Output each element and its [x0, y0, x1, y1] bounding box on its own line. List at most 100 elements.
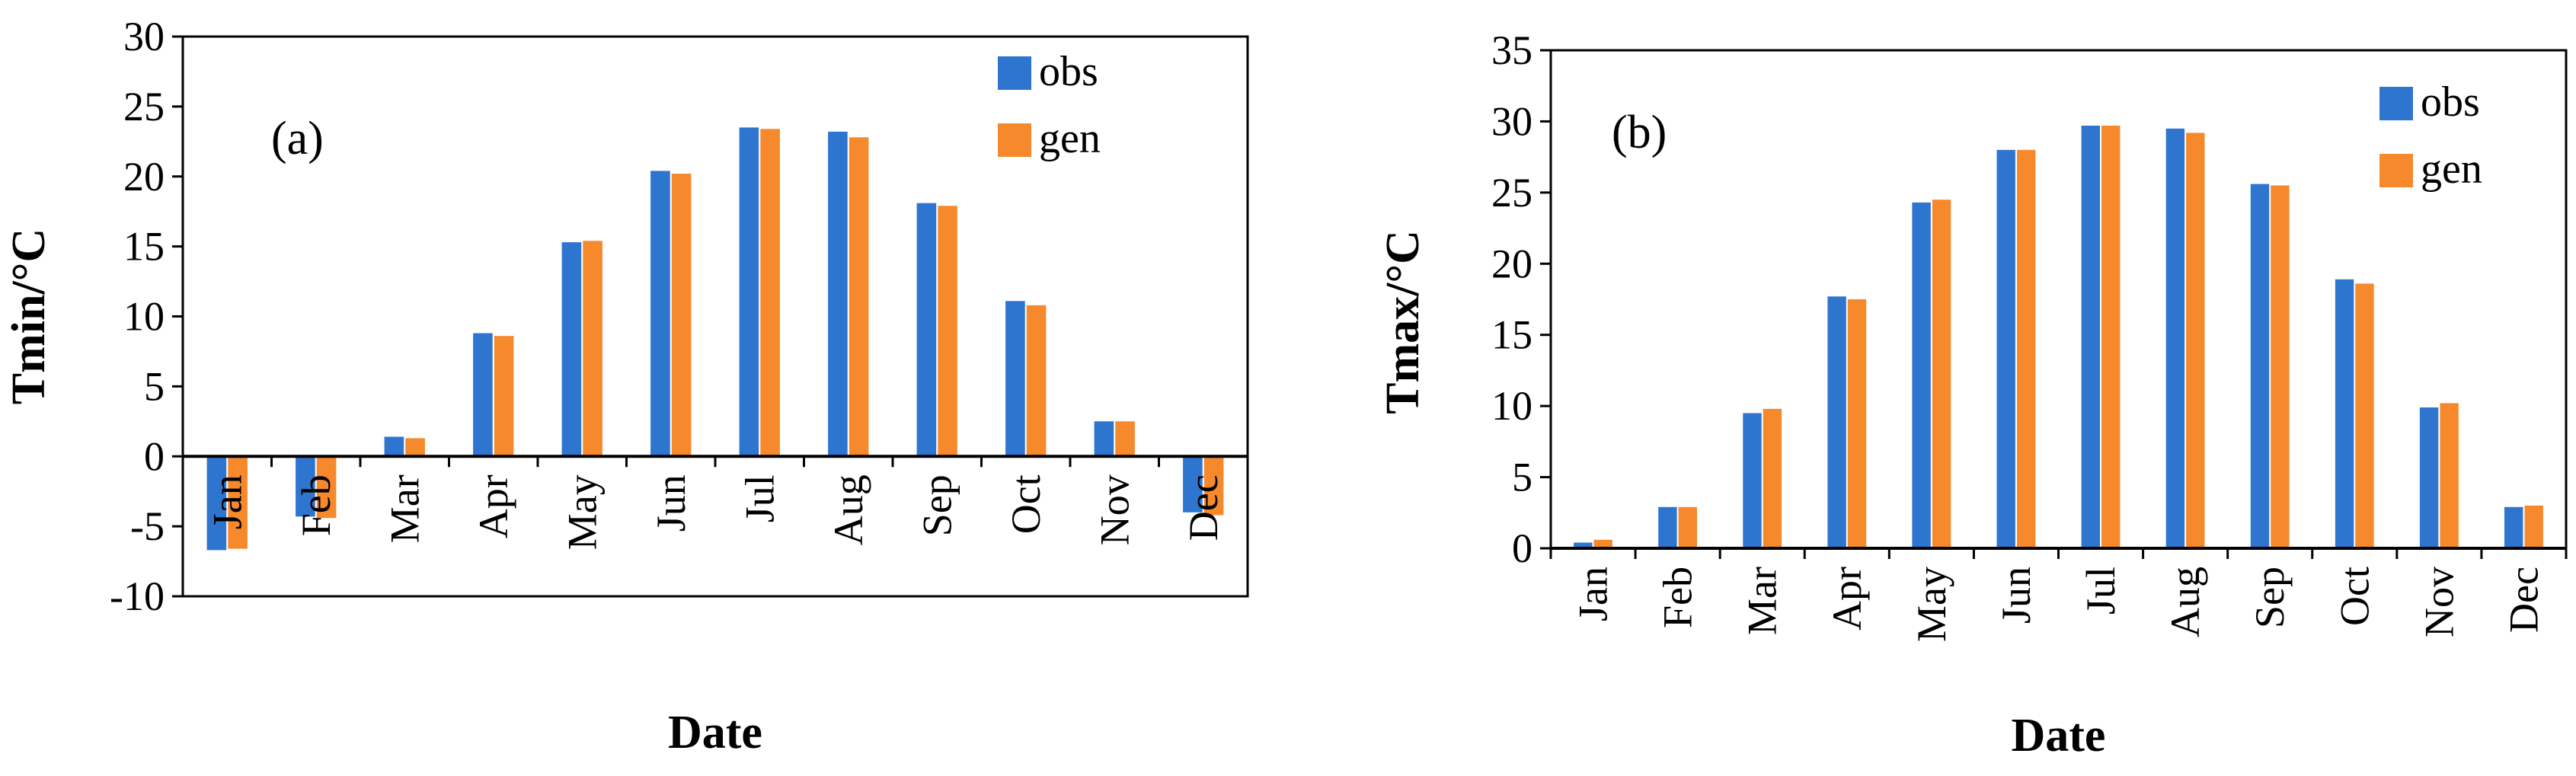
bar-tmin-obs-apr [473, 333, 493, 457]
bar-tmax-obs-aug [2165, 128, 2185, 549]
bar-tmin-gen-nov [1115, 421, 1135, 457]
x-tick-label-tmin-dec: Dec [1181, 474, 1226, 541]
bar-tmax-obs-dec [2504, 506, 2523, 548]
y-tick-label-tmax: 0 [1512, 525, 1532, 571]
bar-tmax-obs-oct [2335, 279, 2354, 548]
x-tick-label-tmin-feb: Feb [293, 474, 339, 536]
y-tick-label-tmax: 25 [1491, 170, 1532, 216]
bar-tmin-obs-jun [650, 171, 670, 457]
x-tick-label-tmax-jan: Jan [1571, 567, 1616, 621]
bar-tmin-obs-jul [739, 127, 759, 457]
bar-tmax-gen-apr [1847, 299, 1867, 548]
bar-tmin-gen-may [583, 241, 602, 457]
y-tick-label-tmax: 30 [1491, 98, 1532, 144]
bar-tmin-obs-nov [1094, 421, 1114, 457]
bar-tmax-gen-aug [2186, 133, 2205, 548]
panel-label-tmax: (b) [1612, 107, 1667, 158]
plot-frame-tmax [1549, 49, 2568, 550]
x-tick-label-tmax-jun: Jun [1993, 567, 2039, 624]
bar-tmin-gen-apr [494, 336, 514, 457]
x-axis-title-tmax: Date [2012, 710, 2106, 762]
bar-tmax-obs-sep [2250, 184, 2270, 548]
bar-tmax-gen-feb [1678, 506, 1697, 548]
bar-tmin-gen-sep [938, 206, 957, 457]
legend-swatch-tmin-gen [998, 123, 1031, 157]
y-tick-label-tmin: 20 [123, 154, 165, 200]
x-tick-label-tmax-dec: Dec [2501, 567, 2546, 633]
y-tick-label-tmin: -10 [110, 573, 165, 619]
x-tick-label-tmax-nov: Nov [2416, 567, 2462, 637]
bar-tmin-gen-jul [760, 129, 780, 457]
bar-tmin-gen-jan [228, 456, 248, 549]
legend-swatch-tmin-obs [998, 56, 1031, 90]
bar-tmin-obs-dec [1183, 456, 1203, 513]
bar-tmax-obs-feb [1658, 506, 1677, 548]
bar-tmin-obs-may [561, 242, 582, 457]
x-tick-label-tmax-may: May [1909, 567, 1954, 642]
bar-tmax-obs-jan [1574, 542, 1593, 548]
bar-tmin-gen-jun [671, 174, 692, 457]
bar-tmax-gen-nov [2440, 403, 2459, 548]
x-tick-label-tmax-feb: Feb [1655, 567, 1701, 628]
x-axis-title-tmin: Date [668, 707, 762, 758]
y-tick-label-tmin: 15 [123, 224, 165, 270]
bar-tmin-gen-aug [849, 137, 869, 457]
x-tick-label-tmin-jun: Jun [648, 474, 694, 532]
y-tick-label-tmin: 25 [123, 84, 165, 129]
x-tick-label-tmin-apr: Apr [471, 474, 516, 538]
bar-tmin-obs-mar [384, 436, 404, 457]
bar-tmax-obs-jun [1996, 149, 2015, 549]
x-tick-label-tmax-oct: Oct [2332, 567, 2377, 626]
bar-tmin-gen-oct [1026, 305, 1047, 457]
legend-label-tmax-obs: obs [2421, 78, 2480, 126]
legend-label-tmax-gen: gen [2421, 145, 2482, 193]
bar-tmax-gen-mar [1763, 408, 1782, 548]
x-tick-label-tmin-jul: Jul [737, 474, 782, 522]
bar-tmax-obs-jul [2081, 126, 2100, 548]
x-tick-label-tmax-mar: Mar [1740, 567, 1785, 635]
y-tick-label-tmax: 10 [1491, 383, 1532, 429]
y-tick-label-tmax: 20 [1491, 241, 1532, 286]
bar-tmax-gen-oct [2355, 283, 2374, 548]
bar-tmax-obs-may [1912, 202, 1931, 548]
x-tick-label-tmin-jan: Jan [204, 474, 250, 529]
x-tick-label-tmax-apr: Apr [1824, 567, 1870, 631]
bar-tmax-gen-dec [2524, 505, 2543, 548]
y-tick-label-tmin: 0 [144, 433, 165, 479]
y-tick-label-tmax: 15 [1491, 312, 1532, 358]
bar-tmax-gen-jul [2101, 126, 2121, 548]
y-tick-label-tmin: 10 [123, 294, 165, 340]
y-tick-label-tmax: 5 [1512, 455, 1532, 500]
bar-tmin-gen-dec [1203, 456, 1224, 516]
bar-tmax-gen-jan [1593, 539, 1612, 548]
legend-label-tmin-gen: gen [1039, 115, 1101, 162]
chart-tmax: 0 5 10 15 20 25 30 35 Jan Feb Mar Apr May Jun Jul Aug Se… [1377, 27, 2568, 762]
x-tick-label-tmin-mar: Mar [382, 474, 427, 543]
bar-tmin-gen-feb [316, 456, 337, 519]
chart-tmin: -10 -5 0 5 10 15 20 25 30 Jan Feb Mar Apr May Jun Jul Au… [3, 14, 1249, 758]
legend-swatch-tmax-obs [2379, 87, 2413, 120]
x-tick-label-tmin-oct: Oct [1003, 474, 1049, 534]
bar-tmax-obs-apr [1827, 296, 1846, 548]
y-tick-label-tmin: 5 [144, 363, 165, 409]
bar-tmax-obs-nov [2419, 407, 2439, 548]
bar-tmin-obs-oct [1005, 301, 1025, 457]
legend-swatch-tmax-gen [2379, 154, 2413, 187]
y-tick-label-tmax: 35 [1491, 27, 1532, 73]
bar-tmin-obs-aug [828, 131, 848, 457]
y-tick-label-tmin: -5 [130, 503, 165, 549]
panel-label-tmin: (a) [271, 113, 324, 164]
bar-tmax-gen-jun [2017, 149, 2036, 549]
bar-tmax-obs-mar [1743, 413, 1762, 548]
bar-tmin-obs-feb [296, 456, 315, 517]
bar-tmin-gen-mar [405, 438, 425, 457]
x-tick-label-tmax-aug: Aug [2162, 567, 2208, 637]
y-tick-label-tmin: 30 [123, 14, 165, 59]
x-tick-label-tmin-may: May [559, 474, 605, 550]
x-tick-label-tmin-nov: Nov [1091, 474, 1137, 545]
bar-tmin-obs-jan [206, 456, 227, 551]
y-axis-title-tmin: Tmin/°C [3, 228, 55, 405]
x-tick-label-tmax-sep: Sep [2247, 567, 2293, 628]
bar-tmin-obs-sep [916, 203, 937, 457]
